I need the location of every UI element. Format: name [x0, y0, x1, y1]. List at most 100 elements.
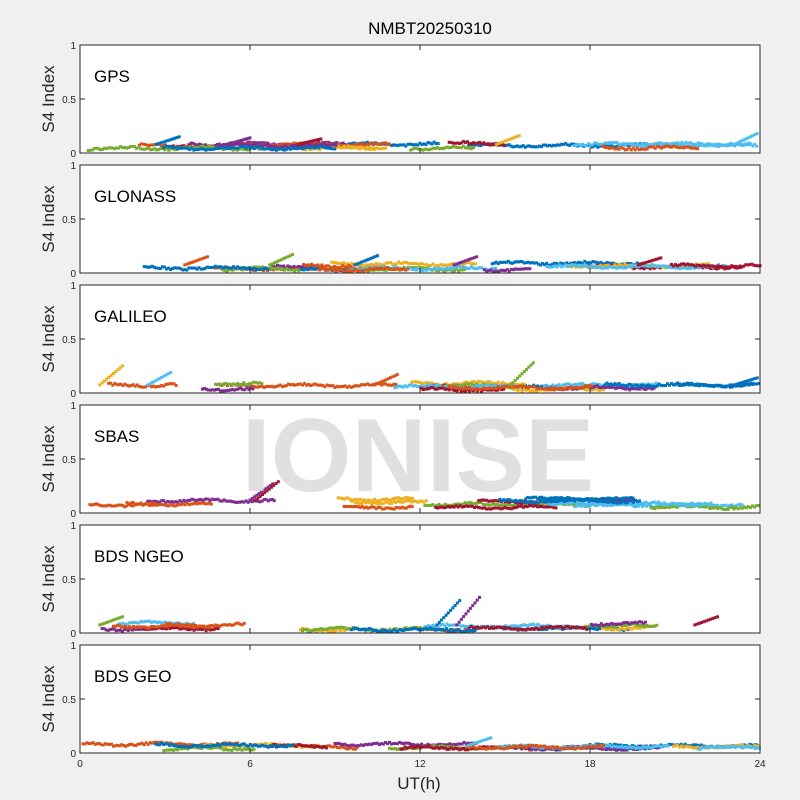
- data-point: [492, 266, 496, 270]
- data-point: [380, 265, 384, 269]
- data-point: [129, 384, 133, 387]
- data-point: [666, 264, 670, 268]
- data-point: [662, 264, 666, 268]
- data-point: [198, 627, 202, 631]
- peak-point: [121, 615, 124, 619]
- data-point: [563, 499, 567, 503]
- data-point: [625, 142, 629, 146]
- y-tick-label: 1: [70, 521, 76, 532]
- data-point: [358, 497, 362, 501]
- data-point: [200, 625, 204, 629]
- data-point: [462, 381, 466, 385]
- data-point: [266, 384, 270, 388]
- data-point: [411, 384, 415, 388]
- data-point: [207, 144, 211, 148]
- peak-trail-point: [114, 370, 118, 374]
- peak-trail-point: [155, 378, 159, 382]
- data-point: [577, 500, 581, 504]
- data-point: [706, 504, 710, 508]
- data-point: [240, 142, 244, 146]
- data-point: [407, 262, 411, 265]
- peak-trail-point: [446, 611, 450, 615]
- data-point: [502, 385, 506, 389]
- data-point: [313, 628, 317, 632]
- peak-trail-point: [263, 491, 267, 495]
- data-point: [329, 626, 333, 630]
- data-point: [151, 501, 155, 505]
- data-point: [324, 143, 328, 147]
- data-point: [206, 627, 210, 631]
- data-point: [350, 269, 354, 273]
- data-point: [382, 507, 386, 511]
- data-point: [500, 385, 504, 389]
- data-point: [456, 384, 460, 388]
- data-point: [587, 624, 591, 628]
- peak-trail-point: [362, 259, 366, 263]
- data-point: [373, 147, 377, 151]
- data-point: [324, 268, 328, 272]
- data-point: [168, 382, 172, 386]
- data-point: [638, 144, 642, 148]
- data-point: [208, 626, 212, 629]
- data-point: [684, 383, 688, 387]
- data-point: [376, 262, 380, 266]
- data-point: [271, 266, 275, 270]
- data-point: [632, 505, 636, 509]
- data-point: [414, 268, 418, 272]
- peak-trail-point: [739, 381, 743, 385]
- data-point: [717, 266, 721, 270]
- data-point: [457, 748, 461, 752]
- data-point: [276, 263, 279, 267]
- data-point: [472, 146, 476, 149]
- data-point: [607, 623, 611, 627]
- data-point: [214, 382, 217, 386]
- data-point: [612, 625, 616, 628]
- data-point: [557, 496, 561, 500]
- data-point: [122, 625, 125, 629]
- data-point: [566, 143, 570, 147]
- peak-trail-point: [168, 138, 172, 142]
- data-point: [653, 385, 657, 389]
- data-point: [514, 385, 518, 389]
- data-point: [322, 267, 326, 270]
- data-point: [707, 502, 711, 506]
- peak-trail-point: [225, 142, 229, 146]
- data-point: [642, 387, 646, 391]
- data-point: [608, 265, 612, 268]
- data-point: [125, 383, 129, 387]
- data-point: [537, 387, 541, 390]
- data-point: [666, 142, 670, 146]
- data-point: [709, 745, 713, 749]
- panel-plot-area: [80, 645, 760, 753]
- data-point: [266, 147, 270, 151]
- data-point: [674, 382, 678, 386]
- data-point: [328, 629, 332, 633]
- data-point: [493, 506, 497, 510]
- data-point: [602, 266, 606, 270]
- data-point: [370, 383, 373, 387]
- data-point: [302, 268, 306, 272]
- data-point: [622, 387, 626, 390]
- data-point: [750, 504, 754, 508]
- data-point: [708, 384, 712, 388]
- data-point: [435, 504, 439, 507]
- data-point: [365, 142, 369, 146]
- data-point: [165, 622, 169, 626]
- data-point: [517, 504, 521, 508]
- data-point: [215, 388, 219, 391]
- data-point: [608, 496, 612, 500]
- panel-data-points: [142, 253, 762, 274]
- data-point: [311, 145, 315, 149]
- data-point: [581, 261, 585, 265]
- data-point: [680, 141, 684, 144]
- data-point: [601, 623, 605, 627]
- data-point: [592, 265, 596, 269]
- data-point: [632, 263, 636, 267]
- data-point: [646, 386, 650, 390]
- data-point: [410, 500, 414, 504]
- data-point: [565, 261, 569, 265]
- data-point: [194, 623, 198, 627]
- data-point: [553, 384, 557, 388]
- data-point: [208, 499, 212, 503]
- data-point: [246, 140, 250, 144]
